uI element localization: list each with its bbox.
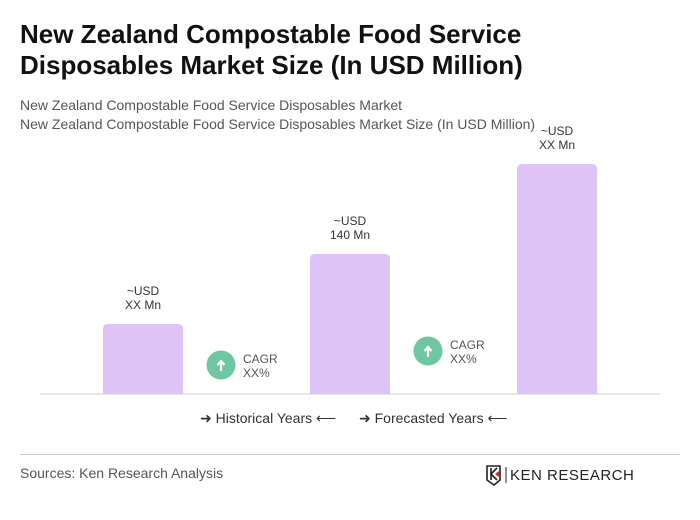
sources-text: Sources: Ken Research Analysis xyxy=(20,465,224,481)
chart-subtitle: New Zealand Compostable Food Service Dis… xyxy=(20,97,403,113)
cagr-value: XX% xyxy=(450,352,477,366)
bar-label: ~USD xyxy=(541,124,574,138)
cagr-value: XX% xyxy=(243,366,270,380)
arrow-up-icon xyxy=(216,359,226,371)
bar-label: ~USD xyxy=(334,214,367,228)
cagr-label: CAGR xyxy=(243,352,278,366)
legend-historical-label: Historical Years xyxy=(215,410,313,426)
bar-label: XX Mn xyxy=(539,138,575,152)
legend-forecasted: ➜ Forecasted Years ⟵ xyxy=(359,410,508,426)
page-title: New Zealand Compostable Food Service Dis… xyxy=(20,19,523,80)
footer-divider xyxy=(20,454,680,455)
legend-forecasted-label: Forecasted Years xyxy=(374,410,484,426)
chart-subtitle-2: New Zealand Compostable Food Service Dis… xyxy=(20,116,536,132)
svg-text:KEN RESEARCH: KEN RESEARCH xyxy=(510,467,634,484)
bar-label: XX Mn xyxy=(125,298,161,312)
bar xyxy=(517,164,597,394)
ken-research-logo: KEN RESEARCH xyxy=(486,465,634,486)
bar-label: 140 Mn xyxy=(330,228,370,242)
arrow-up-icon xyxy=(423,345,433,357)
cagr-label: CAGR xyxy=(450,338,485,352)
bar-label: ~USD xyxy=(127,284,160,298)
bar xyxy=(310,254,390,394)
legend-historical: ➜ Historical Years ⟵ xyxy=(200,410,337,426)
bar xyxy=(103,324,183,394)
